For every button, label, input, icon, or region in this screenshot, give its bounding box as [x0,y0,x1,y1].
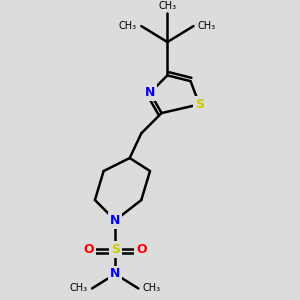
Text: N: N [110,268,120,281]
Text: S: S [111,243,120,256]
Text: CH₃: CH₃ [158,1,176,11]
Text: O: O [136,243,147,256]
Text: N: N [110,214,120,227]
Text: CH₃: CH₃ [70,284,88,293]
Text: O: O [84,243,94,256]
Text: N: N [145,86,155,99]
Text: CH₃: CH₃ [143,284,161,293]
Text: CH₃: CH₃ [198,21,216,31]
Text: S: S [195,98,204,111]
Text: CH₃: CH₃ [119,21,137,31]
